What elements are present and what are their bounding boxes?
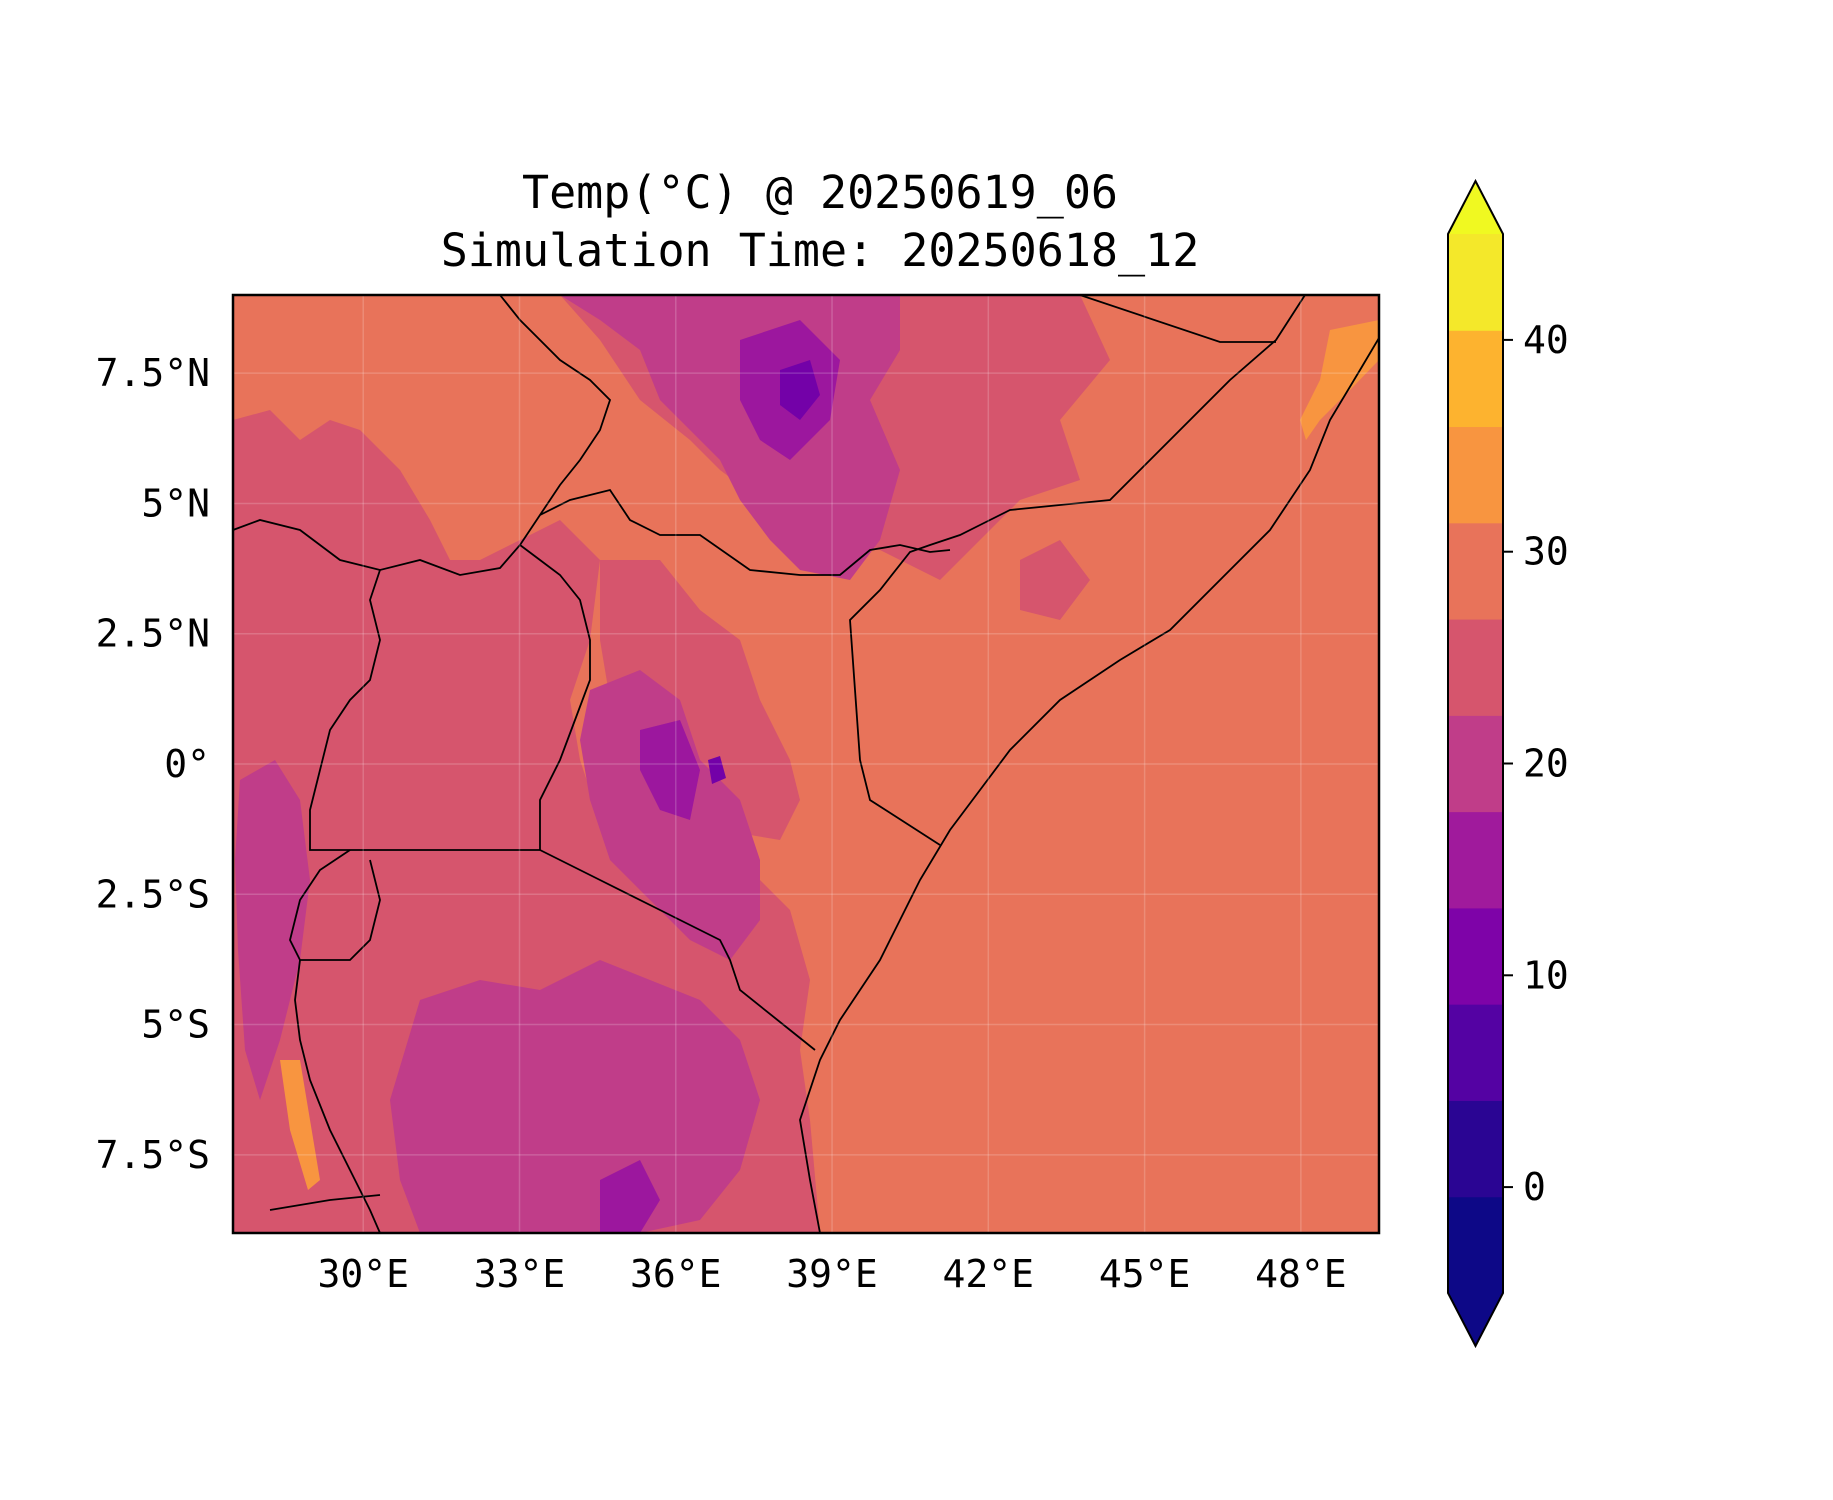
- border-tanzania-south: [269, 1194, 381, 1211]
- longitude-axis: 30°E 33°E 36°E 39°E 42°E 45°E 48°E: [317, 1252, 1346, 1296]
- lon-tick-label: 42°E: [943, 1252, 1035, 1296]
- colorbar-tick-label: 0: [1523, 1165, 1546, 1209]
- colorbar: 0 10 20 30 40: [1447, 178, 1569, 1349]
- contour-20-25-eth-east: [1020, 540, 1090, 620]
- lon-tick-label: 39°E: [786, 1252, 878, 1296]
- border-tanzania-west: [294, 959, 381, 1233]
- contour-5-10-kenya: [708, 756, 726, 784]
- contour-15-20-tanzania: [390, 960, 760, 1233]
- coastline: [799, 337, 1379, 1233]
- latitude-axis: 7.5°N 5°N 2.5°N 0° 2.5°S 5°S 7.5°S: [96, 351, 210, 1177]
- lon-tick-label: 36°E: [630, 1252, 722, 1296]
- colorbar-band: [1448, 330, 1503, 428]
- temperature-contours: [233, 295, 1379, 1233]
- contour-15-20-west-rift: [235, 760, 310, 1100]
- contour-15-20-kenya: [580, 670, 760, 960]
- map-title-line1: Temp(°C) @ 20250619_06: [521, 166, 1119, 219]
- temperature-map: 30°E 33°E 36°E 39°E 42°E 45°E 48°E 7.5°N 5°N 2.5…: [96, 293, 1381, 1296]
- lat-tick-label: 5°N: [141, 481, 210, 525]
- borders: [233, 295, 1379, 1233]
- lon-tick-label: 30°E: [317, 1252, 409, 1296]
- lat-tick-label: 2.5°N: [96, 612, 210, 656]
- contour-10-15-tanzania: [600, 1160, 660, 1233]
- colorbar-band: [1448, 715, 1503, 813]
- colorbar-band: [1448, 619, 1503, 716]
- map-frame: [231, 293, 1381, 1235]
- colorbar-band: [1448, 907, 1503, 1005]
- contour-30-35-lake-tanganyika: [280, 1060, 320, 1190]
- map-gridlines: [233, 295, 1379, 1233]
- border-kenya-ethiopia: [539, 488, 951, 576]
- border-somalia-ethiopia: [849, 295, 1306, 846]
- colorbar-tick-label: 40: [1523, 318, 1569, 362]
- contour-10-15-kenya: [640, 720, 700, 820]
- colorbar-band: [1448, 811, 1503, 909]
- colorbar-tick-label: 10: [1523, 953, 1569, 997]
- colorbar-band: [1448, 426, 1503, 524]
- border-southsudan: [233, 295, 612, 576]
- colorbar-band: [1448, 1100, 1503, 1198]
- lat-tick-label: 7.5°S: [96, 1133, 210, 1177]
- colorbar-tick-label: 30: [1523, 530, 1569, 574]
- colorbar-band: [1448, 1004, 1503, 1101]
- lon-tick-label: 48°E: [1255, 1252, 1347, 1296]
- contour-5-10-ethiopia: [780, 360, 820, 420]
- colorbar-under-extend: [1448, 1293, 1503, 1346]
- map-title-line2: Simulation Time: 20250618_12: [440, 224, 1200, 277]
- colorbar-over-extend: [1448, 181, 1503, 234]
- colorbar-band: [1448, 1196, 1503, 1294]
- lon-tick-label: 45°E: [1099, 1252, 1191, 1296]
- contour-30-35-somalia-coast: [1300, 320, 1379, 440]
- colorbar-tick-label: 20: [1523, 742, 1569, 786]
- border-yemen-gulf: [1079, 295, 1276, 343]
- colorbar-band: [1448, 522, 1503, 620]
- lat-tick-label: 5°S: [141, 1003, 210, 1047]
- border-kenya-tanzania: [539, 849, 816, 1051]
- colorbar-outline: [1447, 178, 1504, 1349]
- lat-tick-label: 0°: [164, 742, 210, 786]
- colorbar-band: [1448, 234, 1503, 331]
- lat-tick-label: 7.5°N: [96, 351, 210, 395]
- lat-tick-label: 2.5°S: [96, 872, 210, 916]
- lon-tick-label: 33°E: [474, 1252, 566, 1296]
